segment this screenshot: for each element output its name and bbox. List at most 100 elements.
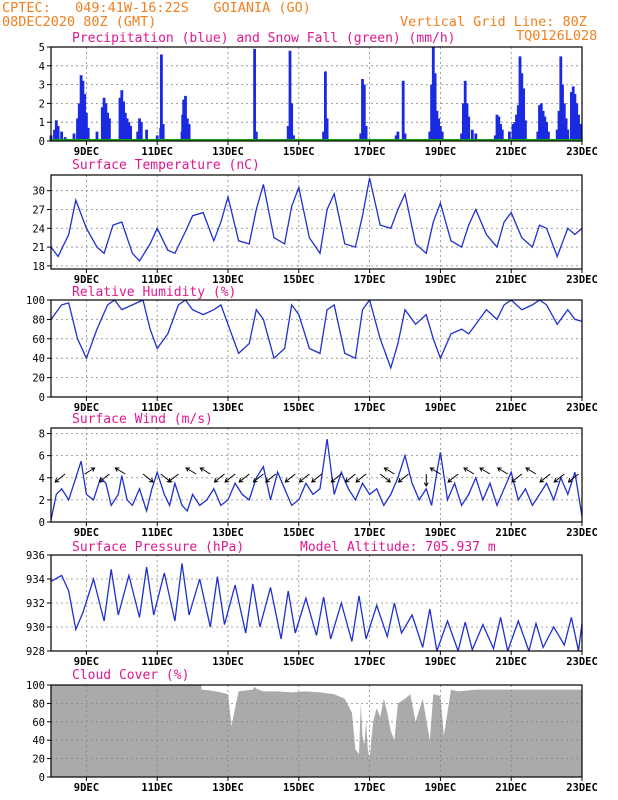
y-tick-label: 934 <box>26 574 45 586</box>
wind-arrowhead <box>496 467 502 472</box>
header-date: 08DEC2020 80Z (GMT) <box>2 14 157 30</box>
x-tick-label: 17DEC <box>354 527 386 539</box>
x-tick-label: 19DEC <box>425 274 457 286</box>
wind-arrowhead <box>423 482 429 487</box>
y-tick-label: 21 <box>32 242 45 254</box>
panel-frame <box>50 299 583 398</box>
panel-title: Cloud Cover (%) <box>72 668 189 683</box>
panel-frame <box>50 684 583 778</box>
precipitation-bar <box>524 120 527 141</box>
x-tick-label: 15DEC <box>283 274 315 286</box>
y-tick-label: 4 <box>39 61 45 73</box>
wind-arrowhead <box>511 478 516 483</box>
precipitation-bar <box>465 103 469 141</box>
precipitation-bar <box>561 84 564 141</box>
wind-arrow <box>299 473 310 483</box>
wind-arrow <box>214 473 225 483</box>
x-tick-label: 21DEC <box>495 782 527 794</box>
x-tick-label: 23DEC <box>566 656 598 668</box>
y-tick-label: 30 <box>32 186 45 198</box>
precipitation-bar <box>155 135 159 141</box>
header-grid-line: Vertical Grid Line: 80Z <box>400 14 587 30</box>
precipitation-bar <box>108 118 111 141</box>
wind-arrow <box>265 473 277 483</box>
wind-arrowhead <box>298 478 304 483</box>
x-tick-label: 9DEC <box>74 656 99 668</box>
wind-arrow <box>142 473 154 483</box>
wind-arrow <box>200 467 211 475</box>
y-tick-label: 0 <box>39 392 45 404</box>
y-tick-label: 1 <box>39 117 45 129</box>
series-line <box>51 439 582 520</box>
precipitation-bar <box>104 103 108 141</box>
precipitation-bar <box>182 99 186 141</box>
precipitation-bar <box>325 118 329 141</box>
x-tick-label: 11DEC <box>141 274 173 286</box>
precipitation-bar <box>160 54 163 141</box>
precipitation-bar <box>54 120 58 141</box>
wind-arrow <box>539 473 551 483</box>
x-tick-label: 21DEC <box>495 274 527 286</box>
precipitation-bar <box>437 118 440 141</box>
panel-4: 0 2 4 6 8 9DEC 11DEC 13DEC 15DEC 17DEC 19DEC 21DEC 2… <box>39 412 598 539</box>
series-line <box>51 563 582 651</box>
precipitation-bar <box>562 103 566 141</box>
precipitation-bar <box>123 112 127 141</box>
precipitation-bar <box>100 107 104 141</box>
x-tick-label: 21DEC <box>495 527 527 539</box>
y-tick-label: 80 <box>32 698 45 710</box>
panel-frame <box>50 46 583 142</box>
panel-subtitle: Model Altitude: 705.937 m <box>300 540 496 555</box>
precipitation-bar <box>102 97 106 141</box>
x-tick-label: 11DEC <box>141 527 173 539</box>
wind-arrow <box>238 473 250 483</box>
precipitation-bar <box>254 131 258 141</box>
panel-title: Surface Wind (m/s) <box>72 412 213 427</box>
precipitation-bar <box>538 105 541 141</box>
precipitation-bar <box>290 103 294 141</box>
precipitation-bar <box>118 97 122 141</box>
precipitation-bar <box>60 131 63 141</box>
precipitation-bar <box>474 133 478 141</box>
y-tick-label: 4 <box>39 473 45 485</box>
precipitation-bar <box>541 110 545 141</box>
precipitation-bar <box>566 129 570 141</box>
precipitation-bar <box>440 131 444 141</box>
precipitation-bar <box>462 103 465 141</box>
wind-arrowhead <box>213 478 219 483</box>
wind-arrow <box>311 473 323 483</box>
precipitation-bar <box>536 131 540 141</box>
y-tick-label: 930 <box>26 622 45 634</box>
x-tick-label: 15DEC <box>283 656 315 668</box>
precipitation-bar <box>292 135 295 141</box>
precipitation-bar <box>431 47 435 141</box>
y-tick-label: 40 <box>32 353 45 365</box>
y-tick-label: 60 <box>32 334 45 346</box>
precipitation-bar <box>500 129 504 141</box>
x-tick-label: 17DEC <box>354 274 386 286</box>
x-tick-label: 9DEC <box>74 527 99 539</box>
wind-arrowhead <box>429 467 435 472</box>
panel-1: 0 1 2 3 4 5 9DEC 11DEC 13DEC 15DEC 17DEC 19DEC 21DEC… <box>39 31 598 158</box>
wind-arrowhead <box>185 467 191 472</box>
precipitation-bar <box>577 114 580 141</box>
x-tick-label: 9DEC <box>74 146 99 158</box>
y-tick-label: 20 <box>32 373 45 385</box>
panel-6: 0 20 40 60 80 100 9DEC 11DEC 13DEC 15DEC 17DEC 19DE… <box>26 668 598 794</box>
x-tick-label: 21DEC <box>495 146 527 158</box>
precipitation-bar <box>571 86 575 141</box>
wind-arrowhead <box>447 478 453 483</box>
y-tick-label: 932 <box>26 598 45 610</box>
precipitation-bar <box>547 131 550 141</box>
y-tick-label: 0 <box>39 136 45 148</box>
x-tick-label: 23DEC <box>566 146 598 158</box>
x-tick-label: 9DEC <box>74 402 99 414</box>
series-line <box>51 300 582 370</box>
y-tick-label: 27 <box>32 204 45 216</box>
wind-arrowhead <box>149 478 154 483</box>
x-tick-label: 13DEC <box>212 274 244 286</box>
precipitation-bar <box>145 129 148 141</box>
precipitation-bar <box>324 71 327 141</box>
wind-arrowhead <box>265 478 270 483</box>
